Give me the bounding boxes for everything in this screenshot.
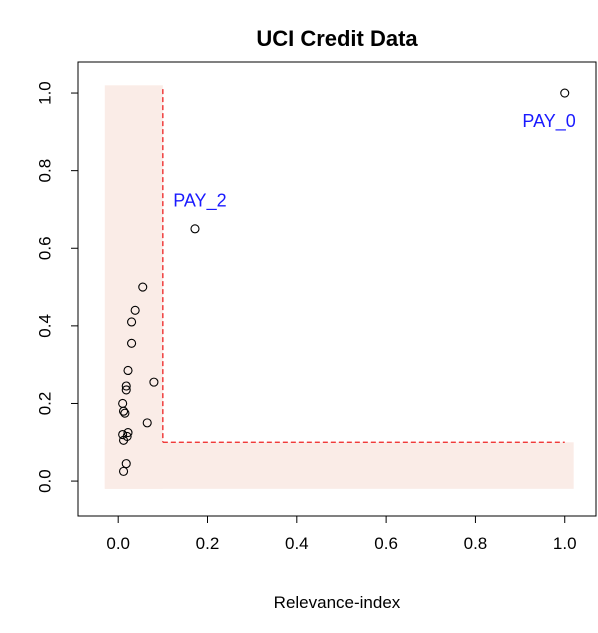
y-axis: 0.0 0.2 0.4 0.6 0.8 1.0 <box>35 81 79 493</box>
data-point <box>118 406 129 416</box>
data-point <box>138 282 148 292</box>
data-point <box>560 88 570 98</box>
data-point <box>118 466 129 476</box>
shaded-region-1 <box>104 85 163 489</box>
data-point <box>130 305 140 315</box>
shaded-region-2 <box>104 442 574 489</box>
y-tick-label: 0.4 <box>35 314 54 338</box>
y-tick-label: 0.0 <box>35 469 54 493</box>
data-point <box>120 408 130 418</box>
data-point <box>122 431 132 442</box>
annotation-label: PAY_2 <box>173 190 226 211</box>
data-point <box>121 385 131 395</box>
x-tick-label: 0.2 <box>196 534 220 553</box>
threshold-lines <box>162 89 565 443</box>
x-tick-label: 0.6 <box>374 534 398 553</box>
shaded-regions <box>104 85 574 489</box>
data-points <box>118 88 570 476</box>
x-axis: 0.0 0.2 0.4 0.6 0.8 1.0 <box>106 515 577 553</box>
annotations: PAY_0 PAY_2 <box>173 111 576 212</box>
y-tick-label: 0.6 <box>35 236 54 260</box>
y-tick-label: 0.8 <box>35 159 54 183</box>
annotation-label: PAY_0 <box>522 111 575 132</box>
data-point <box>142 418 152 428</box>
x-axis-label: Relevance-index <box>274 593 401 612</box>
data-point <box>149 377 159 387</box>
data-point <box>121 459 131 469</box>
data-point <box>127 338 137 348</box>
x-tick-label: 0.4 <box>285 534 309 553</box>
x-tick-label: 0.0 <box>106 534 130 553</box>
data-point <box>118 429 128 440</box>
data-point <box>190 224 200 234</box>
data-point <box>123 365 133 376</box>
y-tick-label: 1.0 <box>35 81 54 105</box>
x-tick-label: 1.0 <box>553 534 577 553</box>
y-tick-label: 0.2 <box>35 392 54 416</box>
data-point <box>123 428 133 438</box>
chart-title: UCI Credit Data <box>256 26 418 51</box>
data-point <box>127 317 137 327</box>
data-point <box>121 381 131 391</box>
x-tick-label: 0.8 <box>464 534 488 553</box>
